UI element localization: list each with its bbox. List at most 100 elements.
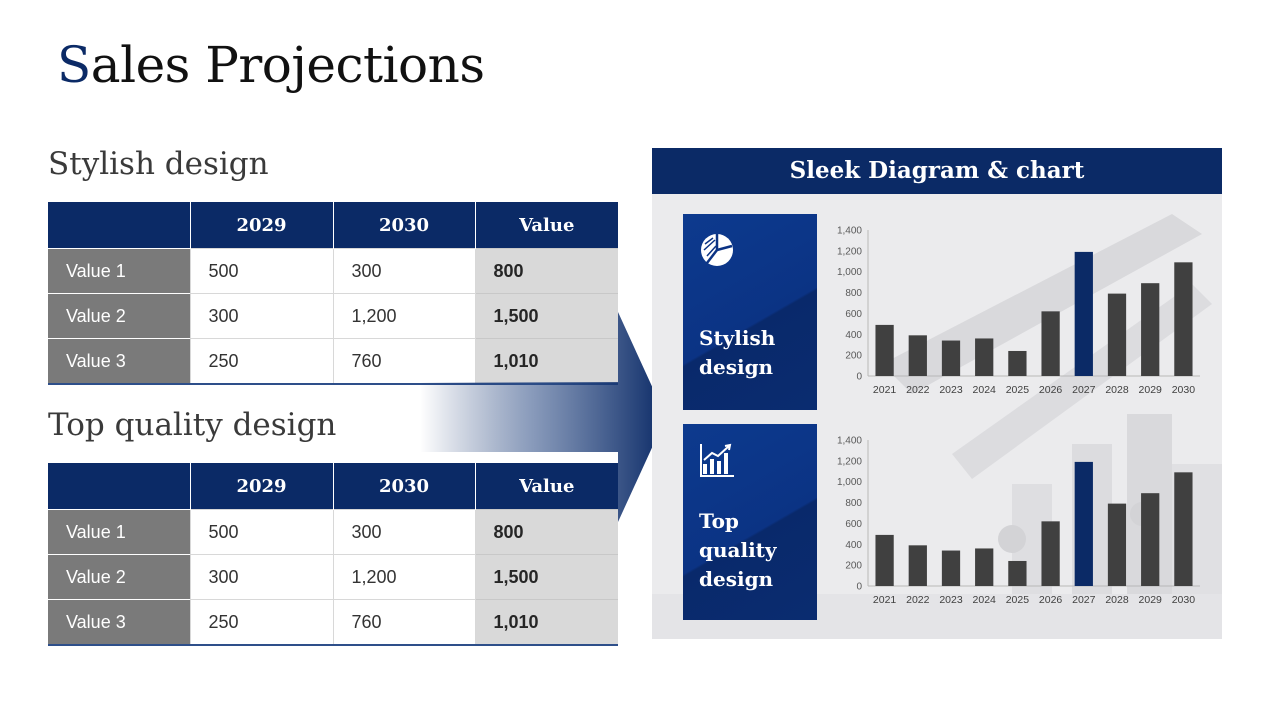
x-tick-label: 2024 bbox=[973, 384, 997, 396]
y-tick-label: 1,200 bbox=[837, 246, 862, 257]
x-tick-label: 2024 bbox=[973, 594, 997, 606]
value-cell: 1,010 bbox=[474, 338, 618, 385]
x-tick-label: 2030 bbox=[1172, 384, 1196, 396]
card-label-line: design bbox=[699, 355, 774, 379]
table-cell: 1,200 bbox=[332, 554, 475, 600]
card-label-line: Stylish bbox=[699, 326, 776, 350]
table-cell: 500 bbox=[189, 248, 333, 294]
bar-2025 bbox=[1008, 350, 1027, 376]
y-tick-label: 0 bbox=[856, 372, 862, 383]
table-cell: 250 bbox=[189, 599, 333, 646]
table-top-quality-design: 2029 2030 Value Value 1 500 300 800 Valu… bbox=[48, 463, 618, 646]
panel-header: Sleek Diagram & chart bbox=[652, 148, 1222, 194]
x-tick-label: 2029 bbox=[1139, 384, 1163, 396]
x-tick-label: 2029 bbox=[1139, 594, 1163, 606]
card-label: Top quality design bbox=[699, 507, 811, 594]
x-tick-label: 2022 bbox=[906, 384, 930, 396]
table-row: Value 3 250 760 1,010 bbox=[48, 599, 618, 646]
column-header bbox=[48, 202, 190, 249]
y-tick-label: 1,400 bbox=[837, 436, 862, 447]
x-tick-label: 2028 bbox=[1105, 384, 1129, 396]
bar-chart-icon bbox=[700, 443, 734, 477]
row-label: Value 2 bbox=[48, 293, 190, 339]
y-tick-label: 200 bbox=[845, 561, 862, 572]
bar-2021 bbox=[875, 534, 894, 586]
bar-2025 bbox=[1008, 560, 1027, 586]
table-row: Value 1 500 300 800 bbox=[48, 509, 618, 555]
bar-2023 bbox=[941, 550, 961, 586]
bar-2030 bbox=[1174, 472, 1193, 586]
card-label-line: Top bbox=[699, 509, 739, 533]
row-label: Value 2 bbox=[48, 554, 190, 600]
bar-2030 bbox=[1174, 262, 1193, 376]
row-label: Value 1 bbox=[48, 248, 190, 294]
bar-2027 bbox=[1074, 461, 1093, 586]
diagram-panel: Sleek Diagram & chart Stylish design bbox=[652, 148, 1222, 639]
table-row: Value 2 300 1,200 1,500 bbox=[48, 293, 618, 339]
card-label-line: quality bbox=[699, 538, 777, 562]
bar-2029 bbox=[1141, 283, 1160, 376]
card-label: Stylish design bbox=[699, 324, 811, 382]
column-header bbox=[48, 463, 190, 510]
page-title: Sales Projections bbox=[57, 36, 485, 94]
table-stylish-design: 2029 2030 Value Value 1 500 300 800 Valu… bbox=[48, 202, 618, 385]
table-row: Value 1 500 300 800 bbox=[48, 248, 618, 294]
column-header: Value bbox=[474, 463, 618, 510]
table-cell: 1,200 bbox=[332, 293, 475, 339]
bar-2027 bbox=[1074, 251, 1093, 376]
y-tick-label: 600 bbox=[845, 519, 862, 530]
table-cell: 300 bbox=[189, 554, 333, 600]
card-stylish-design: Stylish design bbox=[683, 214, 817, 410]
x-tick-label: 2028 bbox=[1105, 594, 1129, 606]
y-tick-label: 1,400 bbox=[837, 226, 862, 237]
y-tick-label: 400 bbox=[845, 540, 862, 551]
x-tick-label: 2030 bbox=[1172, 594, 1196, 606]
table-cell: 300 bbox=[332, 248, 475, 294]
x-tick-label: 2021 bbox=[873, 384, 897, 396]
column-header: 2029 bbox=[189, 463, 333, 510]
x-tick-label: 2023 bbox=[939, 384, 963, 396]
y-tick-label: 200 bbox=[845, 351, 862, 362]
card-top-quality-design: Top quality design bbox=[683, 424, 817, 620]
table-row: Value 2 300 1,200 1,500 bbox=[48, 554, 618, 600]
x-tick-label: 2026 bbox=[1039, 384, 1063, 396]
bar-2021 bbox=[875, 324, 894, 376]
value-cell: 1,010 bbox=[474, 599, 618, 646]
bar-2024 bbox=[975, 548, 994, 586]
x-tick-label: 2023 bbox=[939, 594, 963, 606]
value-cell: 800 bbox=[474, 248, 618, 294]
card-label-line: design bbox=[699, 567, 774, 591]
bar-2028 bbox=[1107, 503, 1127, 586]
bar-chart-stylish: 0 200 400 600 800 1,000 1,200 1,400 2021 2022 2023… bbox=[837, 226, 1200, 396]
row-label: Value 3 bbox=[48, 338, 190, 385]
table-cell: 300 bbox=[332, 509, 475, 555]
bar-chart-top-quality: 0 200 400 600 800 1,000 1,200 1,400 2021 2022 2023… bbox=[837, 436, 1200, 606]
bar-2028 bbox=[1107, 293, 1127, 376]
table-cell: 300 bbox=[189, 293, 333, 339]
pie-chart-icon bbox=[701, 234, 733, 266]
y-tick-label: 1,000 bbox=[837, 477, 862, 488]
x-tick-label: 2027 bbox=[1072, 384, 1096, 396]
column-header: 2030 bbox=[332, 202, 475, 249]
x-tick-label: 2025 bbox=[1006, 384, 1030, 396]
bar-2022 bbox=[908, 545, 927, 586]
table-cell: 500 bbox=[189, 509, 333, 555]
table-heading-top-quality: Top quality design bbox=[48, 407, 337, 443]
table-header-row: 2029 2030 Value bbox=[48, 202, 618, 249]
x-tick-label: 2022 bbox=[906, 594, 930, 606]
x-tick-label: 2021 bbox=[873, 594, 897, 606]
arrow-shape bbox=[420, 312, 666, 522]
column-header: 2029 bbox=[189, 202, 333, 249]
value-cell: 1,500 bbox=[474, 293, 618, 339]
table-row: Value 3 250 760 1,010 bbox=[48, 338, 618, 385]
y-tick-label: 1,200 bbox=[837, 456, 862, 467]
x-tick-label: 2025 bbox=[1006, 594, 1030, 606]
value-cell: 800 bbox=[474, 509, 618, 555]
y-tick-label: 0 bbox=[856, 582, 862, 593]
table-cell: 760 bbox=[332, 599, 475, 646]
bar-2024 bbox=[975, 338, 994, 376]
column-header: Value bbox=[474, 202, 618, 249]
bar-2022 bbox=[908, 335, 927, 376]
table-cell: 250 bbox=[189, 338, 333, 385]
title-rest: ales Projections bbox=[90, 36, 485, 94]
